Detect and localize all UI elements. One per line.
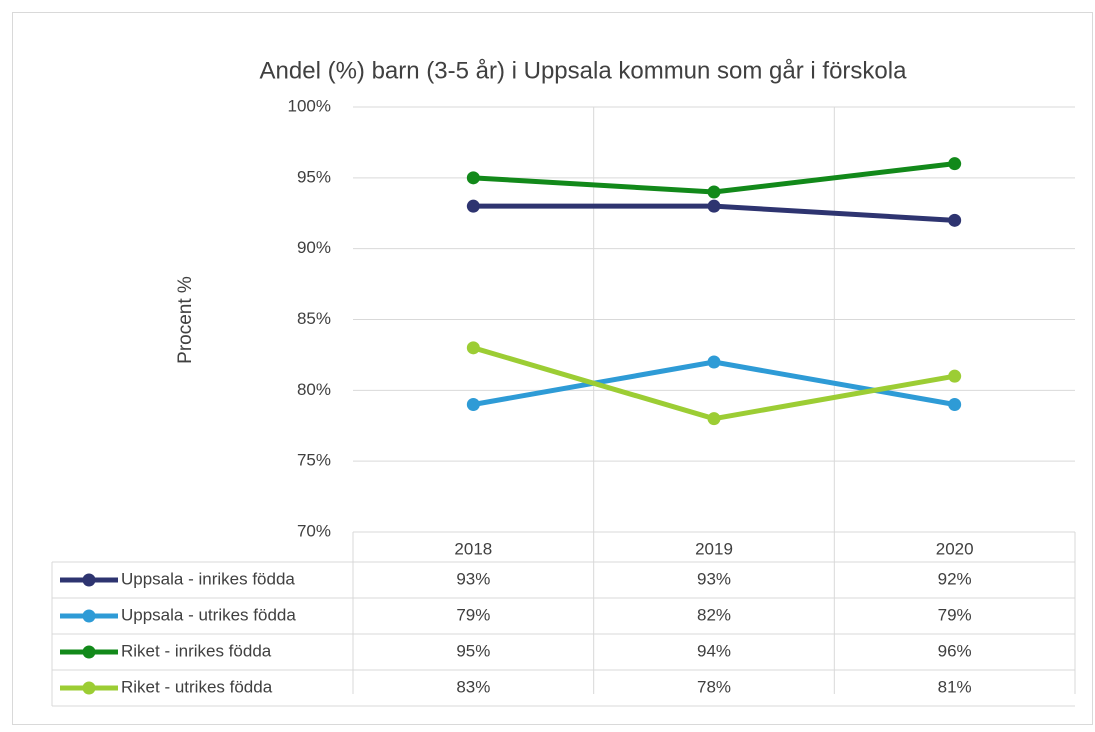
y-tick-label: 75% bbox=[297, 451, 331, 470]
series-point bbox=[707, 185, 721, 199]
series-point bbox=[707, 412, 721, 426]
series-point bbox=[466, 398, 480, 411]
x-tick-label: 2019 bbox=[695, 539, 733, 558]
chart-border bbox=[12, 12, 1093, 725]
legend-marker bbox=[82, 681, 96, 695]
legend-marker bbox=[82, 573, 96, 587]
series-point bbox=[466, 199, 480, 213]
series-point bbox=[948, 369, 962, 383]
table-value: 95% bbox=[456, 641, 490, 660]
x-tick-label: 2018 bbox=[454, 539, 492, 558]
y-axis-label: Procent % bbox=[175, 276, 196, 364]
legend-label: Riket - inrikes födda bbox=[121, 641, 272, 660]
y-tick-label: 70% bbox=[297, 521, 331, 540]
table-value: 79% bbox=[938, 605, 972, 624]
series-point bbox=[948, 157, 962, 171]
y-tick-label: 95% bbox=[297, 167, 331, 186]
legend-label: Riket - utrikes födda bbox=[121, 677, 273, 696]
table-value: 82% bbox=[697, 605, 731, 624]
table-value: 92% bbox=[938, 569, 972, 588]
table-value: 81% bbox=[938, 677, 972, 696]
y-tick-label: 100% bbox=[288, 96, 331, 115]
y-tick-label: 80% bbox=[297, 380, 331, 399]
table-value: 93% bbox=[456, 569, 490, 588]
legend-label: Uppsala - utrikes födda bbox=[121, 605, 296, 624]
y-tick-label: 90% bbox=[297, 238, 331, 257]
y-tick-label: 85% bbox=[297, 309, 331, 328]
series-point bbox=[948, 213, 962, 227]
chart-title: Andel (%) barn (3-5 år) i Uppsala kommun… bbox=[260, 57, 908, 84]
legend-marker bbox=[82, 609, 96, 623]
series-point bbox=[466, 341, 480, 355]
series-point bbox=[707, 355, 721, 369]
table-value: 83% bbox=[456, 677, 490, 696]
legend-label: Uppsala - inrikes födda bbox=[121, 569, 295, 588]
table-value: 78% bbox=[697, 677, 731, 696]
table-value: 94% bbox=[697, 641, 731, 660]
table-value: 96% bbox=[938, 641, 972, 660]
series-point bbox=[466, 171, 480, 185]
series-point bbox=[948, 398, 962, 411]
legend-marker bbox=[82, 645, 96, 659]
table-value: 79% bbox=[456, 605, 490, 624]
x-tick-label: 2020 bbox=[936, 539, 974, 558]
series-point bbox=[707, 199, 721, 213]
table-value: 93% bbox=[697, 569, 731, 588]
